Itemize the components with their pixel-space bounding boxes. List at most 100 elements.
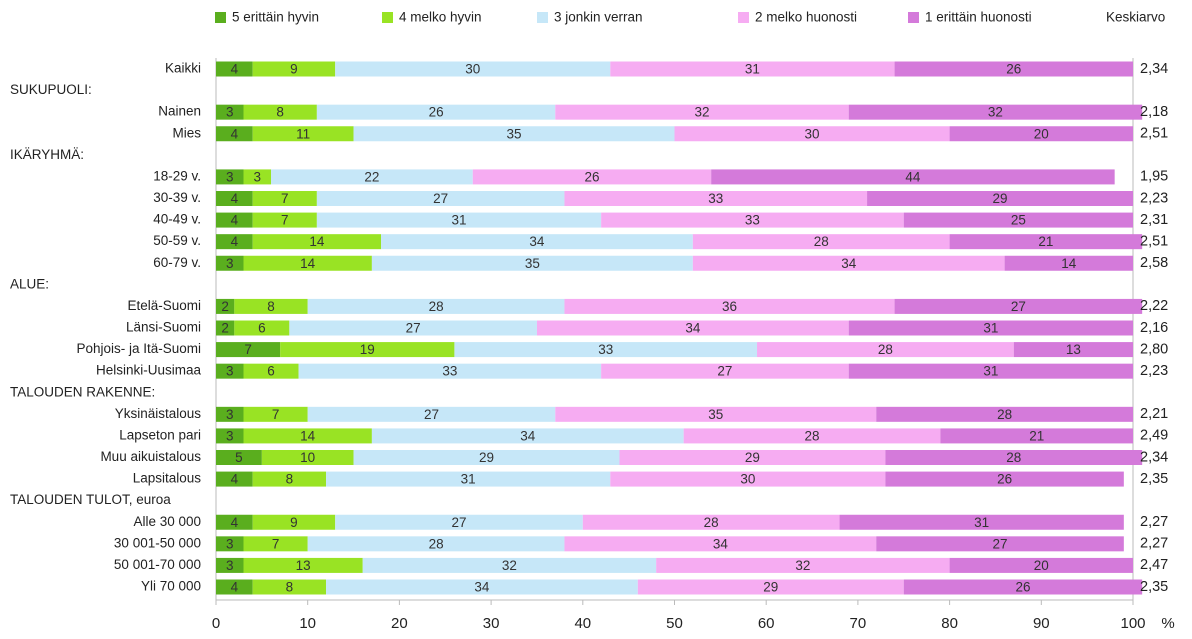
bar-segment bbox=[903, 212, 1133, 228]
average-value: 2,35 bbox=[1140, 471, 1168, 487]
bar-segment bbox=[216, 61, 253, 77]
average-value: 2,27 bbox=[1140, 514, 1168, 530]
average-value: 2,47 bbox=[1140, 557, 1168, 573]
bar-segment bbox=[243, 557, 363, 573]
segment-label: 27 bbox=[451, 515, 466, 530]
bar-segment bbox=[692, 234, 950, 250]
segment-label: 20 bbox=[1034, 126, 1049, 141]
segment-label: 26 bbox=[1006, 62, 1021, 77]
bar-segment bbox=[216, 320, 235, 336]
y-tick-label: Länsi-Suomi bbox=[126, 320, 201, 335]
x-tick-label: 80 bbox=[941, 615, 958, 632]
average-header: Keskiarvo bbox=[1106, 10, 1165, 25]
bar-segment bbox=[216, 212, 253, 228]
group-header: IKÄRYHMÄ: bbox=[10, 147, 84, 162]
segment-label: 31 bbox=[745, 62, 760, 77]
bar-segment bbox=[674, 126, 950, 142]
bar-segment bbox=[353, 450, 620, 465]
x-tick-label: 90 bbox=[1033, 615, 1050, 632]
legend-swatch bbox=[215, 12, 226, 23]
segment-label: 11 bbox=[296, 126, 310, 141]
segment-label: 33 bbox=[598, 342, 613, 357]
segment-label: 26 bbox=[997, 472, 1012, 487]
bar-segment bbox=[216, 255, 244, 271]
segment-label: 29 bbox=[993, 191, 1008, 206]
segment-label: 29 bbox=[745, 450, 760, 465]
bar-segment bbox=[656, 557, 950, 573]
segment-label: 27 bbox=[993, 536, 1008, 551]
y-tick-label: Pohjois- ja Itä-Suomi bbox=[76, 341, 201, 356]
bar-segment bbox=[216, 450, 262, 465]
average-value: 2,18 bbox=[1140, 104, 1168, 120]
x-tick-label: 40 bbox=[574, 615, 591, 632]
segment-label: 27 bbox=[717, 364, 732, 379]
segment-label: 9 bbox=[290, 515, 298, 530]
segment-label: 33 bbox=[442, 364, 457, 379]
segment-label: 28 bbox=[805, 428, 820, 443]
bar-segment bbox=[243, 363, 299, 379]
average-value: 2,23 bbox=[1140, 363, 1168, 379]
segment-label: 6 bbox=[267, 364, 275, 379]
x-tick-label: 70 bbox=[850, 615, 867, 632]
segment-label: 29 bbox=[479, 450, 494, 465]
x-tick-label: 60 bbox=[758, 615, 775, 632]
x-tick-label: 50 bbox=[666, 615, 683, 632]
bar-segment bbox=[243, 255, 372, 271]
segment-label: 8 bbox=[286, 580, 294, 595]
y-tick-label: 30 001-50 000 bbox=[114, 535, 201, 550]
segment-label: 13 bbox=[296, 558, 311, 573]
bar-segment bbox=[601, 363, 849, 379]
segment-label: 34 bbox=[529, 234, 545, 249]
legend-label: 3 jonkin verran bbox=[554, 10, 643, 25]
bar-segment bbox=[252, 234, 382, 250]
segment-label: 19 bbox=[360, 342, 375, 357]
bar-segment bbox=[326, 579, 638, 595]
bar-segment bbox=[216, 536, 244, 552]
segment-label: 30 bbox=[465, 62, 480, 77]
segment-label: 32 bbox=[988, 105, 1003, 120]
segment-label: 8 bbox=[276, 105, 284, 120]
bar-segment bbox=[252, 514, 336, 530]
bar-segment bbox=[894, 298, 1143, 314]
segment-label: 22 bbox=[364, 169, 379, 184]
bar-segment bbox=[683, 428, 941, 444]
bar-segment bbox=[216, 579, 253, 595]
x-tick-label: 30 bbox=[483, 615, 500, 632]
segment-label: 3 bbox=[226, 558, 234, 573]
segment-label: 10 bbox=[300, 450, 315, 465]
segment-label: 4 bbox=[231, 515, 239, 530]
segment-label: 32 bbox=[694, 105, 709, 120]
bar-segment bbox=[216, 514, 253, 530]
x-tick-label: 10 bbox=[299, 615, 316, 632]
segment-label: 28 bbox=[878, 342, 893, 357]
segment-label: 3 bbox=[226, 256, 234, 271]
segment-label: 34 bbox=[841, 256, 857, 271]
bar-segment bbox=[619, 450, 886, 465]
y-tick-label: 40-49 v. bbox=[153, 212, 201, 227]
bar-segment bbox=[536, 320, 849, 336]
bar-segment bbox=[216, 191, 253, 206]
y-tick-label: 50 001-70 000 bbox=[114, 557, 201, 572]
segment-label: 9 bbox=[290, 62, 298, 77]
bar-segment bbox=[316, 104, 556, 120]
bar-segment bbox=[555, 406, 877, 422]
segment-label: 35 bbox=[708, 407, 723, 422]
segment-label: 32 bbox=[795, 558, 810, 573]
legend-label: 1 erittäin huonosti bbox=[925, 10, 1032, 25]
bar-segment bbox=[216, 363, 244, 379]
bar-segment bbox=[894, 61, 1133, 77]
legend-label: 2 melko huonosti bbox=[755, 10, 857, 25]
segment-label: 7 bbox=[244, 342, 252, 357]
segment-label: 34 bbox=[520, 428, 536, 443]
x-tick-label: 0 bbox=[212, 615, 220, 632]
average-value: 2,31 bbox=[1140, 212, 1168, 228]
bar-segment bbox=[280, 342, 455, 358]
segment-label: 21 bbox=[1038, 234, 1053, 249]
bar-segment bbox=[848, 320, 1133, 336]
segment-label: 2 bbox=[221, 321, 229, 336]
segment-label: 20 bbox=[1034, 558, 1049, 573]
segment-label: 28 bbox=[1006, 450, 1021, 465]
bar-segment bbox=[216, 557, 244, 573]
bar-segment bbox=[582, 514, 840, 530]
